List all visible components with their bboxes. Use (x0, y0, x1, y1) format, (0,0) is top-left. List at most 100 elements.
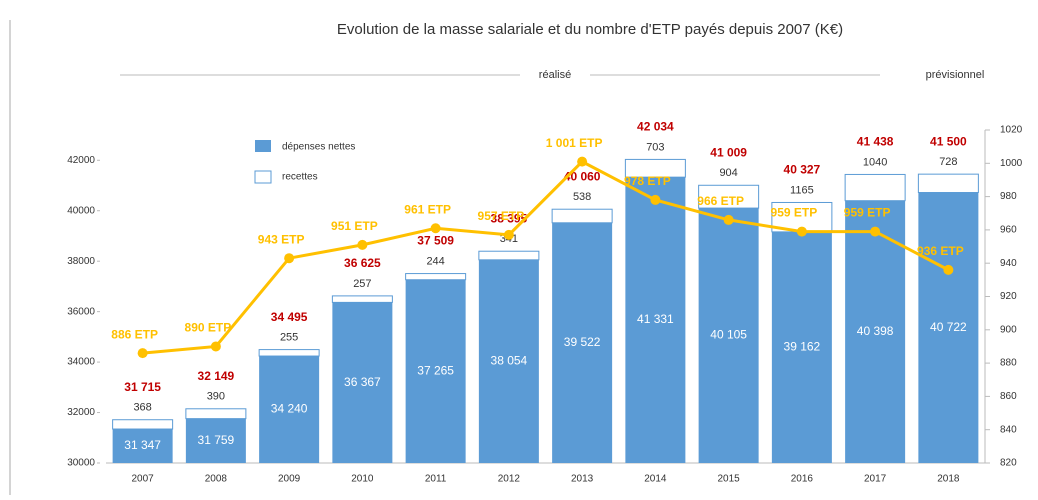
x-tick-label: 2007 (132, 474, 155, 485)
bar-segment (624, 158, 686, 178)
y-tick-label: 40000 (67, 205, 95, 216)
y2-tick-label: 880 (1000, 358, 1017, 369)
bar-label: 31 759 (198, 433, 235, 447)
x-tick-label: 2012 (498, 474, 521, 485)
total-label: 32 149 (198, 369, 235, 383)
y2-tick-label: 1020 (1000, 125, 1023, 136)
x-tick-label: 2016 (791, 474, 814, 485)
legend-label: recettes (282, 172, 318, 183)
total-label: 40 060 (564, 169, 601, 183)
bar-label: 39 522 (564, 335, 601, 349)
bar-segment (478, 250, 540, 261)
x-tick-label: 2014 (644, 474, 667, 485)
line-point (870, 226, 881, 237)
line-point (430, 223, 441, 234)
bar-segment (918, 192, 979, 463)
bar-segment (332, 302, 393, 463)
bar-label: 728 (939, 156, 957, 168)
bar-segment (845, 200, 906, 463)
y-tick-label: 36000 (67, 306, 95, 317)
bar-label: 40 722 (930, 320, 967, 334)
y2-tick-label: 920 (1000, 291, 1017, 302)
bar-segment (405, 273, 467, 281)
bar-label: 41 331 (637, 312, 674, 326)
line-point (503, 229, 514, 240)
total-label: 31 715 (124, 380, 161, 394)
total-label: 40 327 (784, 163, 821, 177)
bar-segment (112, 419, 174, 430)
x-tick-label: 2008 (205, 474, 228, 485)
bar-segment (917, 173, 979, 194)
x-tick-label: 2011 (425, 474, 447, 485)
bar-segment (625, 177, 686, 463)
annotation: réalisé (539, 69, 571, 81)
x-tick-label: 2010 (351, 474, 374, 485)
y-tick-label: 34000 (67, 357, 95, 368)
bar-segment (698, 184, 760, 209)
total-label: 41 500 (930, 134, 967, 148)
x-tick-label: 2015 (718, 474, 741, 485)
bar-label: 38 054 (491, 354, 528, 368)
y-tick-label: 32000 (67, 407, 95, 418)
y2-tick-label: 840 (1000, 424, 1017, 435)
line-label: 966 ETP (697, 194, 744, 208)
total-label: 34 495 (271, 310, 308, 324)
y-tick-label: 38000 (67, 256, 95, 267)
line-label: 886 ETP (111, 327, 158, 341)
bar-label: 37 265 (417, 364, 454, 378)
line-label: 890 ETP (185, 321, 232, 335)
bar-segment (259, 356, 320, 463)
line-label: 1 001 ETP (546, 136, 603, 150)
total-label: 42 034 (637, 120, 674, 134)
bar-segment (552, 222, 613, 463)
line-point (284, 253, 295, 264)
bar-label: 904 (719, 167, 737, 179)
total-label: 36 625 (344, 256, 381, 270)
bar-label: 244 (426, 255, 444, 267)
line-point (357, 239, 368, 250)
line-point (210, 341, 221, 352)
bar-segment (112, 429, 173, 463)
legend-label: dépenses nettes (282, 142, 355, 153)
x-tick-label: 2017 (864, 474, 887, 485)
y2-tick-label: 1000 (1000, 158, 1023, 169)
bar-label: 39 162 (784, 340, 821, 354)
chart-title: Evolution de la masse salariale et du no… (337, 21, 843, 38)
x-tick-label: 2018 (937, 474, 960, 485)
total-label: 41 009 (710, 145, 747, 159)
line-point (943, 264, 954, 275)
bar-label: 257 (353, 278, 371, 290)
total-label: 41 438 (857, 135, 894, 149)
bar-segment (185, 408, 247, 420)
bar-label: 1040 (863, 156, 887, 168)
line-label: 951 ETP (331, 219, 378, 233)
bar-label: 34 240 (271, 402, 308, 416)
bar-segment (405, 279, 466, 463)
y2-tick-label: 900 (1000, 324, 1017, 335)
line-label: 959 ETP (844, 206, 891, 220)
total-label: 38 395 (491, 211, 528, 225)
y2-tick-label: 820 (1000, 458, 1017, 469)
line-point (577, 156, 588, 167)
line-label: 959 ETP (771, 206, 818, 220)
bar-label: 31 347 (124, 438, 161, 452)
bar-segment (698, 208, 759, 463)
bar-label: 40 105 (710, 328, 747, 342)
line-label: 936 ETP (917, 244, 964, 258)
legend-swatch (254, 170, 272, 184)
total-label: 37 509 (417, 234, 454, 248)
line-point (796, 226, 807, 237)
line-point (723, 214, 734, 225)
bar-segment (844, 173, 906, 202)
line (142, 159, 950, 355)
line-point (650, 194, 661, 205)
y2-tick-label: 860 (1000, 391, 1017, 402)
bar-segment (551, 208, 613, 224)
line-label: 978 ETP (624, 174, 671, 188)
bar-label: 40 398 (857, 324, 894, 338)
bar-label: 538 (573, 191, 591, 203)
line-label: 943 ETP (258, 232, 305, 246)
line-label: 957 ETP (478, 209, 525, 223)
bar-segment (258, 349, 320, 357)
